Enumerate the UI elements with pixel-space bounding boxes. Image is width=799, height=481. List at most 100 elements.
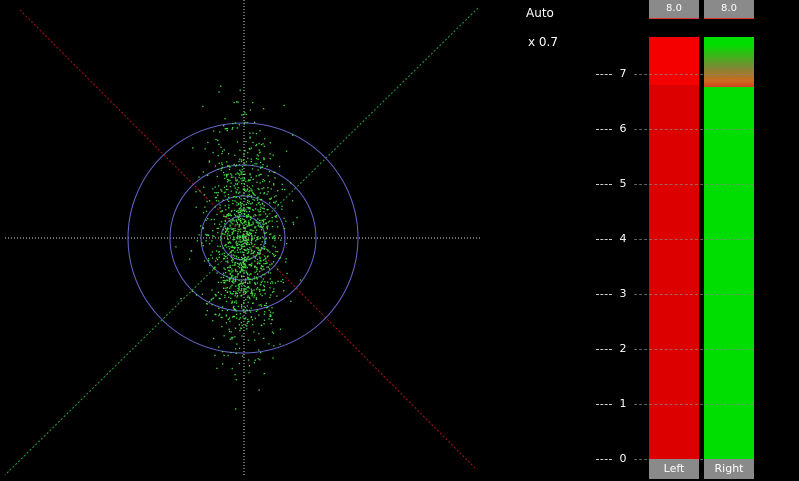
scope-dot (246, 211, 248, 213)
scope-dot (262, 225, 265, 228)
scope-dot (236, 317, 238, 319)
scope-dot (247, 157, 249, 159)
scope-dot (229, 291, 231, 293)
scope-dot (243, 265, 245, 268)
scope-dot (242, 275, 244, 277)
scope-dot (242, 266, 244, 268)
scope-dot (246, 216, 248, 218)
scope-dot (242, 268, 244, 270)
scope-dot (273, 288, 275, 290)
scope-dot (225, 271, 227, 274)
scope-dot (227, 165, 230, 167)
scope-dot (211, 240, 213, 242)
scope-dot (228, 196, 230, 198)
scale-gridline (634, 459, 754, 460)
scope-dot (227, 228, 229, 230)
auto-mode-toggle[interactable]: Auto (526, 6, 554, 20)
scope-dot (266, 266, 268, 268)
scope-dot (232, 218, 234, 220)
scope-dot (224, 281, 226, 284)
scope-dot (262, 289, 264, 291)
scope-dot (211, 257, 214, 259)
scope-dot (203, 260, 206, 262)
scope-dot (231, 367, 233, 370)
scope-dot (248, 287, 250, 289)
scope-dot (212, 320, 214, 322)
scope-dot (231, 259, 233, 262)
scope-dot (236, 292, 238, 294)
scope-dot (246, 188, 249, 190)
scope-dot (248, 191, 250, 193)
scope-dot (235, 291, 237, 293)
scale-gridline (634, 129, 754, 130)
scope-dot (238, 214, 240, 216)
scope-dot (231, 245, 234, 247)
scope-dot (292, 223, 295, 225)
scope-dot (263, 289, 265, 292)
scope-dot (263, 313, 265, 315)
scope-dot (215, 192, 218, 194)
scope-dot (243, 154, 245, 156)
scope-dot (270, 197, 272, 199)
scope-dot (250, 288, 253, 290)
scope-dot (217, 232, 219, 234)
scope-dot (238, 318, 240, 320)
scope-dot (220, 146, 222, 148)
scope-dot (227, 260, 229, 262)
scope-dot (240, 241, 242, 243)
scope-dot (256, 222, 258, 224)
scope-dot (246, 328, 248, 330)
scope-dot (238, 283, 240, 286)
scope-dot (236, 101, 238, 103)
scope-dot (249, 263, 251, 266)
scope-dot (220, 225, 222, 228)
scope-dot (269, 220, 271, 222)
scope-dot (251, 168, 254, 170)
peak-readout-right[interactable]: 8.0 (704, 0, 754, 19)
scope-dot (258, 333, 260, 335)
scope-dot (247, 239, 249, 241)
scope-dot (235, 179, 237, 181)
scope-dot (221, 210, 224, 212)
scope-dot (240, 171, 242, 173)
scope-dot (254, 163, 256, 165)
scope-dot (257, 187, 259, 190)
scope-dot (251, 262, 253, 264)
scope-dot (227, 165, 229, 167)
scope-dot (227, 267, 229, 269)
scope-dot (225, 209, 227, 211)
scope-dot (231, 280, 233, 283)
scope-dot (254, 219, 257, 221)
scope-dot (219, 204, 221, 206)
scope-dot (233, 236, 235, 238)
scope-dot (247, 276, 249, 278)
scope-dot (214, 313, 216, 315)
scope-dot (259, 270, 261, 273)
scope-dot (241, 180, 243, 182)
scope-dot (268, 309, 270, 312)
peak-readout-left[interactable]: 8.0 (649, 0, 699, 19)
scope-dot (262, 207, 264, 209)
scope-dot (265, 213, 267, 215)
scope-dot (238, 283, 241, 286)
scope-dot (261, 188, 263, 190)
scope-dot (195, 206, 197, 208)
scope-dot (246, 239, 248, 241)
scope-dot (238, 363, 241, 365)
scope-dot (257, 218, 259, 220)
scope-dot (250, 147, 252, 149)
zoom-level[interactable]: x 0.7 (528, 35, 558, 49)
scope-dot (243, 208, 245, 211)
scope-dot (244, 121, 246, 124)
scope-dot (236, 172, 239, 174)
scope-dot (217, 192, 219, 194)
scope-dot (248, 215, 250, 217)
scope-dot (243, 213, 246, 216)
scope-dot (241, 307, 243, 309)
scope-dot (255, 247, 257, 249)
scope-dot (238, 347, 241, 349)
scope-dot (206, 234, 208, 236)
scope-dot (214, 354, 216, 356)
scope-dot (217, 168, 219, 171)
scope-dot (240, 160, 242, 163)
